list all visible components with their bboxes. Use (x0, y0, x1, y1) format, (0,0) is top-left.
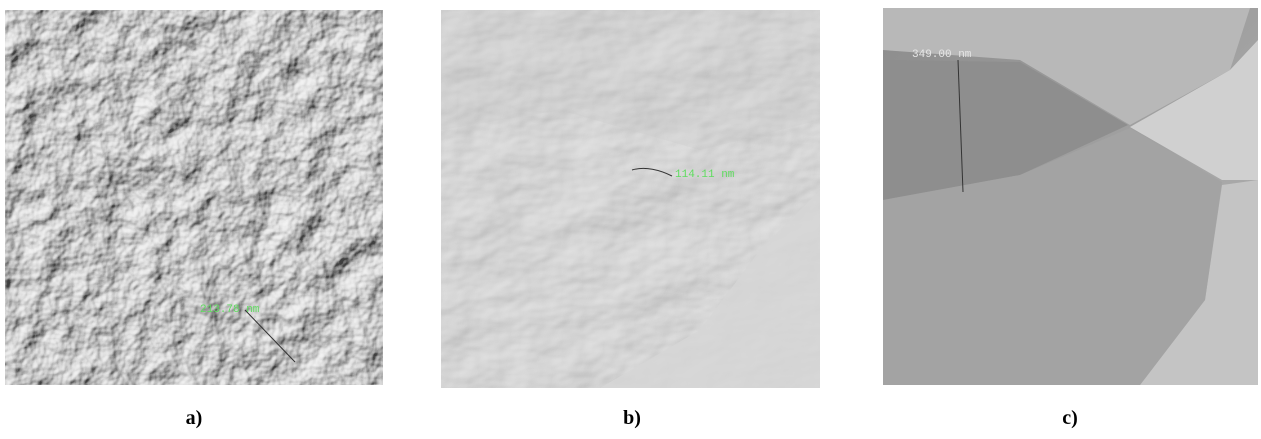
figure: 213.78 nm a) 114.11 nm b) 349.00 nm c) (0, 0, 1261, 439)
measurement: 114.11 nm (675, 169, 735, 181)
panel-label: c) (1062, 407, 1078, 429)
afm-image (5, 10, 383, 385)
panel-b: 114.11 nm b) (441, 10, 820, 429)
measurement: 213.78 nm (200, 304, 260, 316)
measurement: 349.00 nm (912, 49, 972, 61)
panel-a: 213.78 nm a) (5, 10, 383, 429)
page: 213.78 nm a) 114.11 nm b) 349.00 nm c) (… (0, 0, 1261, 439)
panel-label: a) (186, 407, 203, 429)
panel-c: 349.00 nm c) (883, 8, 1258, 429)
panel-label: b) (623, 407, 641, 429)
